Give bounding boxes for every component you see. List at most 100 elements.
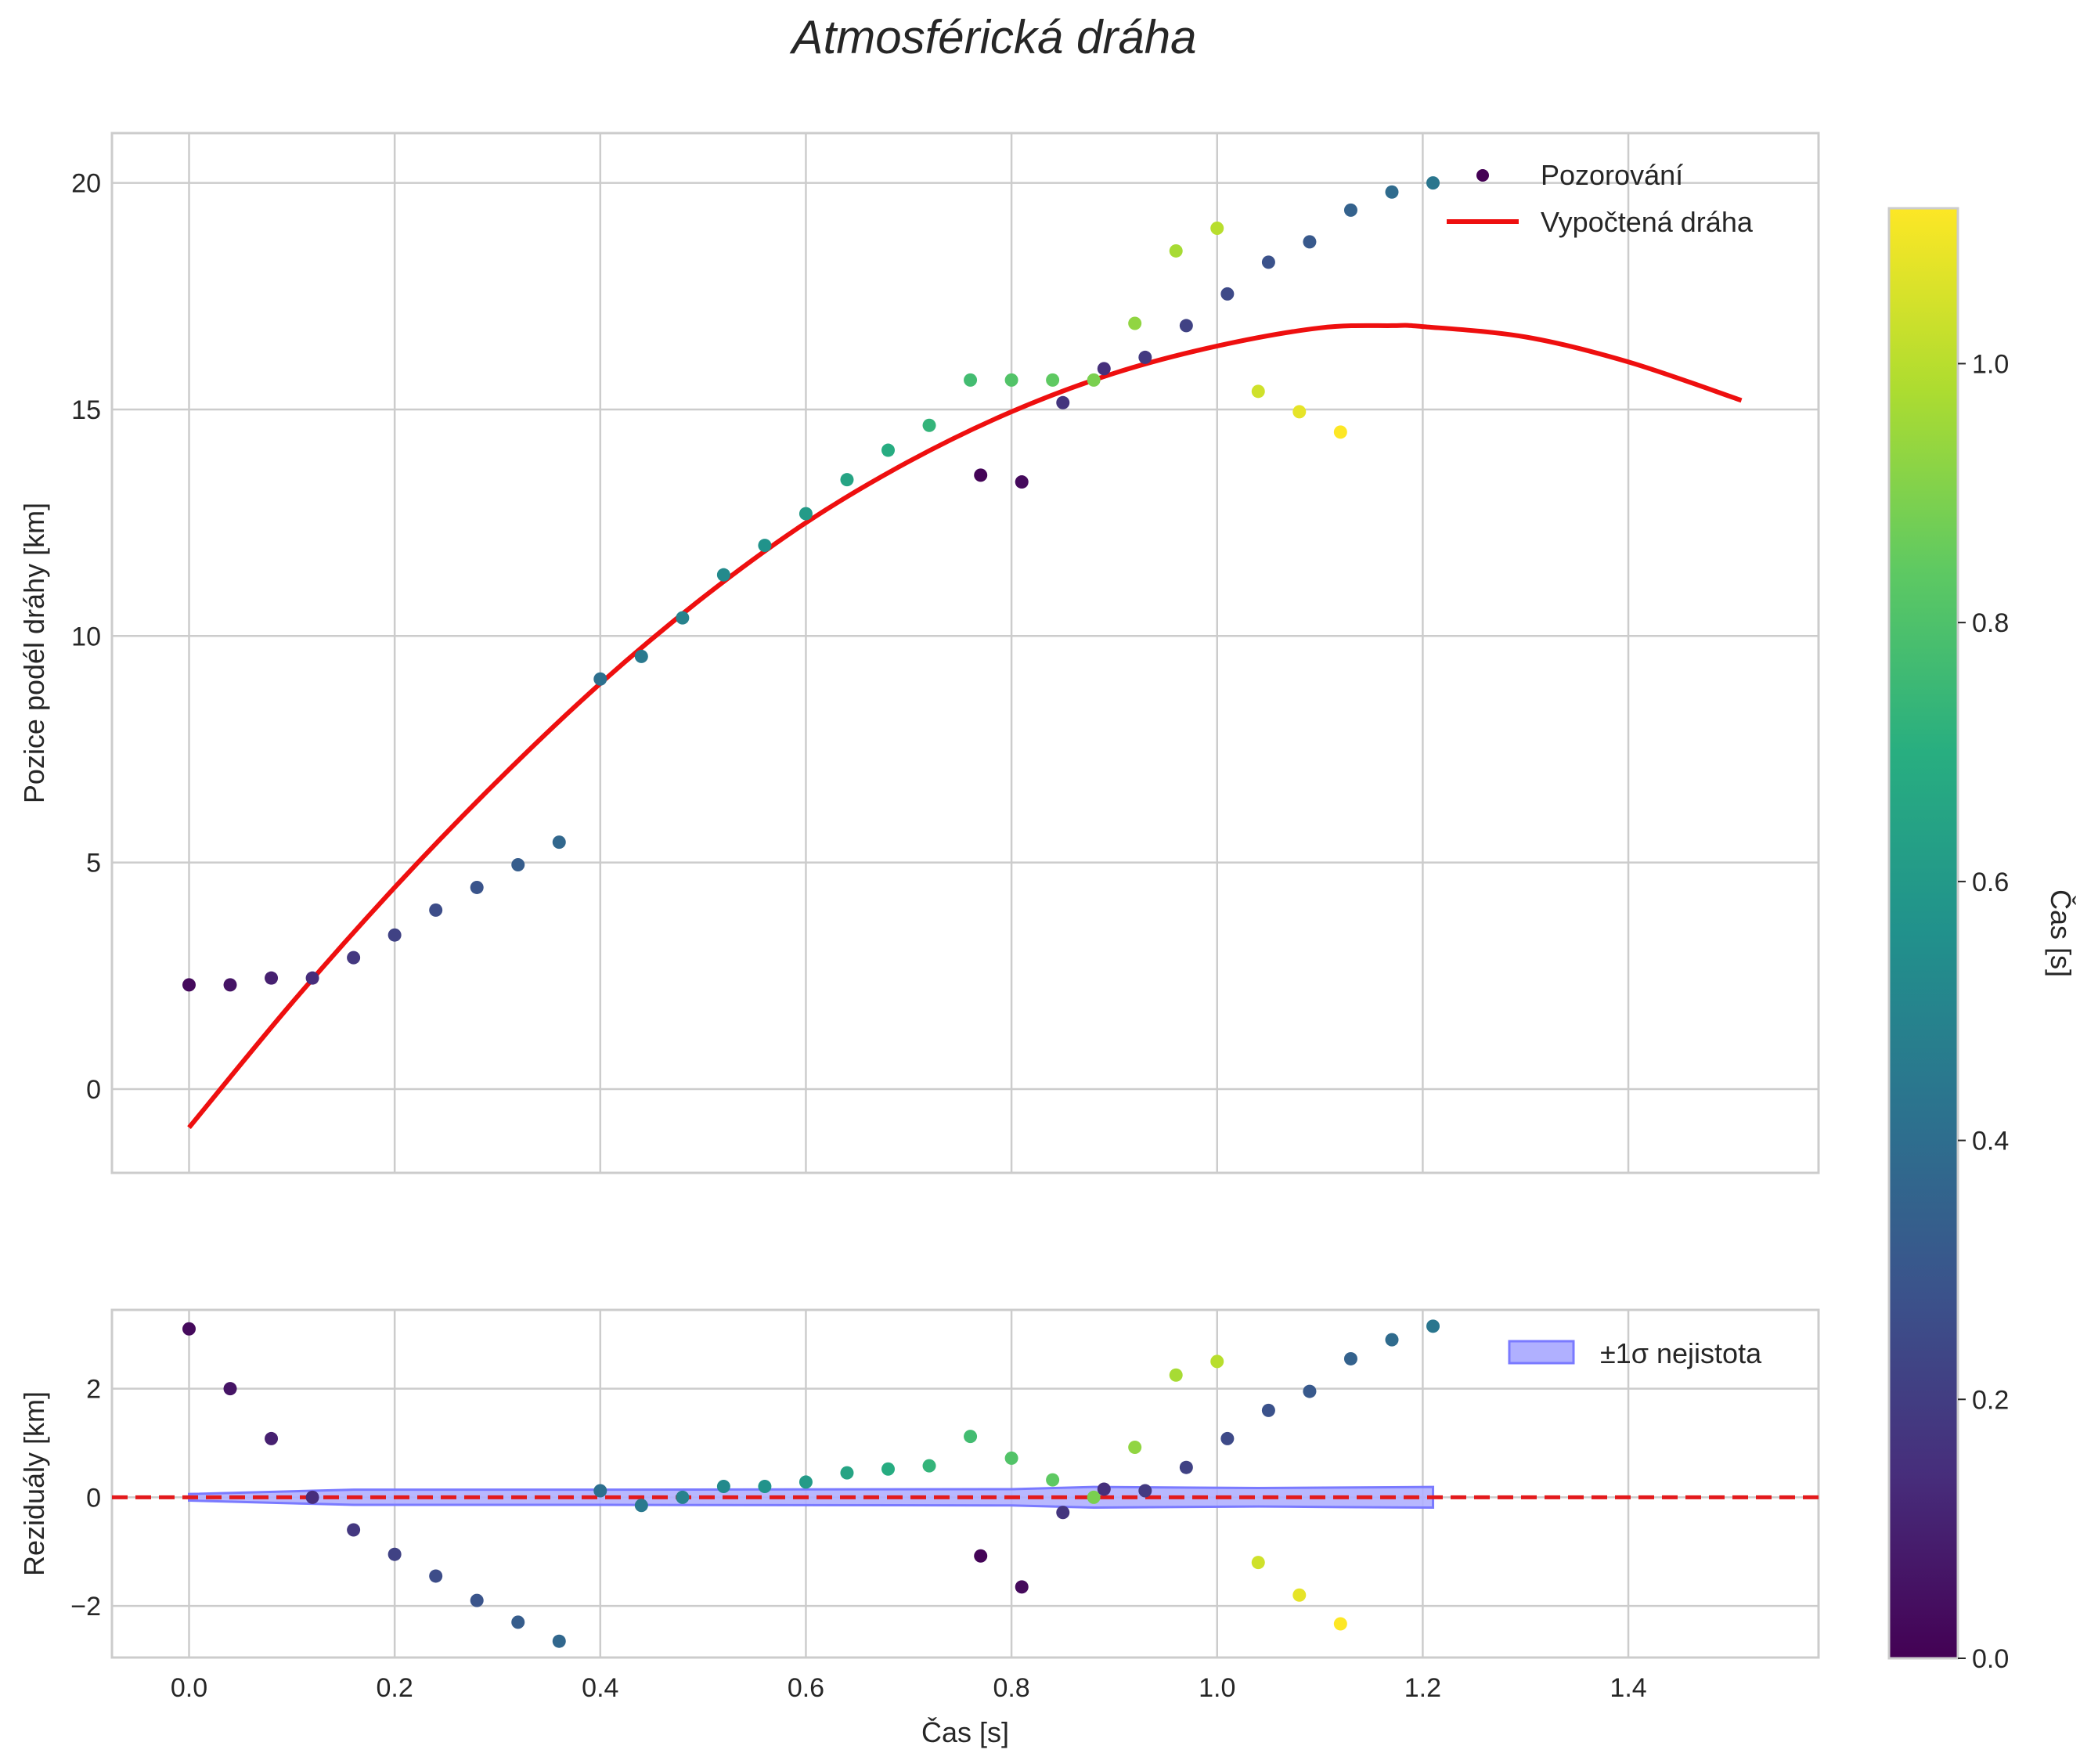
x-tick-label: 1.2 (1404, 1673, 1441, 1703)
residual-point (1004, 1451, 1018, 1465)
residual-point (1292, 1588, 1307, 1602)
x-tick-label: 0.2 (377, 1673, 413, 1703)
observation-point (1333, 425, 1347, 439)
residual-y-tick-label: −2 (70, 1592, 101, 1622)
main-plot-panel: 0 5 10 15 20 Pozice podél dráhy [km] Pozorov… (18, 132, 1820, 1174)
residual-plot-panel: −2 0 2 0.0 0.2 0.4 0.6 0.8 1.0 1.2 1.4 Reziduály … (18, 1308, 1820, 1748)
residual-point (223, 1382, 237, 1396)
residual-point (1087, 1490, 1101, 1504)
residual-points (182, 1319, 1440, 1648)
observation-point (1056, 395, 1070, 409)
observation-point (593, 672, 607, 686)
x-tick-label: 1.4 (1610, 1673, 1646, 1703)
colorbar-gradient (1887, 207, 1959, 1660)
observation-point (305, 971, 319, 985)
residual-point (1261, 1403, 1275, 1417)
colorbar-tick-label: 0.2 (1972, 1385, 2009, 1415)
residual-point (511, 1615, 525, 1629)
residual-point (593, 1484, 607, 1498)
colorbar-tick-label: 0.6 (1972, 868, 2009, 897)
observation-points (182, 176, 1440, 992)
residual-point (388, 1547, 402, 1561)
residual-plot-frame (110, 1308, 1820, 1659)
observation-point (1128, 316, 1142, 330)
colorbar-tick-labels: 0.0 0.2 0.4 0.6 0.8 1.0 (1958, 349, 2009, 1674)
residual-point (1015, 1580, 1029, 1594)
legend-band-swatch (1508, 1340, 1575, 1365)
residual-point (1251, 1556, 1265, 1570)
main-y-axis-label: Pozice podél dráhy [km] (18, 503, 50, 803)
main-grid (112, 133, 1819, 1173)
residual-point (1097, 1482, 1111, 1496)
observation-point (429, 903, 443, 917)
colorbar: 0.0 0.2 0.4 0.6 0.8 1.0 Čas [s] (1887, 207, 2077, 1674)
observation-point (1015, 475, 1029, 489)
residual-point (1138, 1484, 1152, 1498)
residual-point (1056, 1506, 1070, 1520)
residual-x-tick-labels: 0.0 0.2 0.4 0.6 0.8 1.0 1.2 1.4 (171, 1673, 1647, 1703)
observation-point (265, 971, 279, 985)
residual-point (1385, 1333, 1399, 1347)
observation-point (1179, 319, 1193, 333)
residual-point (265, 1431, 279, 1445)
observation-point (1169, 243, 1183, 258)
fit-line (187, 323, 1743, 1130)
residual-point (922, 1459, 936, 1473)
observation-point (552, 835, 566, 850)
main-y-tick-label: 0 (86, 1075, 101, 1105)
x-tick-label: 0.0 (171, 1673, 207, 1703)
observation-point (1343, 203, 1357, 217)
main-y-tick-label: 15 (71, 395, 101, 425)
residual-point (964, 1430, 978, 1444)
main-legend: Pozorování Vypočtená dráha (1447, 159, 1754, 238)
x-axis-label: Čas [s] (921, 1716, 1009, 1748)
residual-y-tick-label: 2 (86, 1375, 101, 1405)
observation-point (922, 418, 936, 432)
observation-point (1210, 222, 1224, 236)
main-plot-frame (110, 132, 1820, 1174)
observation-point (1004, 373, 1018, 387)
residual-y-axis-label: Reziduály [km] (18, 1391, 50, 1576)
observation-point (881, 443, 896, 457)
observation-point (1426, 176, 1440, 190)
observation-point (470, 880, 484, 894)
main-y-tick-label: 20 (71, 169, 101, 199)
observation-point (1292, 405, 1307, 419)
colorbar-tick-label: 0.0 (1972, 1644, 2009, 1674)
observation-point (223, 978, 237, 992)
observation-point (798, 507, 813, 521)
residual-point (1426, 1319, 1440, 1333)
main-y-tick-labels: 0 5 10 15 20 (71, 169, 101, 1105)
residual-point (881, 1462, 896, 1476)
observation-point (1087, 373, 1101, 387)
main-y-tick-label: 5 (86, 849, 101, 878)
residual-point (305, 1490, 319, 1504)
main-y-tick-label: 10 (71, 622, 101, 651)
colorbar-tick-label: 0.8 (1972, 608, 2009, 638)
residual-point (716, 1479, 730, 1493)
residual-point (840, 1466, 854, 1480)
residual-legend: ±1σ nejistota (1508, 1337, 1762, 1369)
x-tick-label: 0.8 (993, 1673, 1029, 1703)
observation-point (964, 373, 978, 387)
legend-fit-line-label: Vypočtená dráha (1541, 206, 1754, 238)
observation-point (511, 858, 525, 872)
legend-observation-marker (1476, 169, 1489, 182)
observation-point (1385, 185, 1399, 199)
residual-point (182, 1322, 196, 1336)
residual-point (1343, 1351, 1357, 1365)
observation-point (1261, 255, 1275, 269)
residual-point (974, 1549, 988, 1563)
residual-point (1303, 1384, 1317, 1398)
residual-point (1169, 1368, 1183, 1382)
chart-title: Atmosférická dráha (790, 11, 1197, 63)
residual-point (1333, 1617, 1347, 1631)
residual-point (634, 1499, 648, 1513)
residual-y-tick-labels: −2 0 2 (70, 1375, 101, 1622)
residual-point (1220, 1431, 1235, 1445)
x-tick-label: 1.0 (1199, 1673, 1235, 1703)
colorbar-tick-label: 0.4 (1972, 1127, 2009, 1156)
residual-point (1128, 1441, 1142, 1455)
observation-point (1097, 362, 1111, 376)
